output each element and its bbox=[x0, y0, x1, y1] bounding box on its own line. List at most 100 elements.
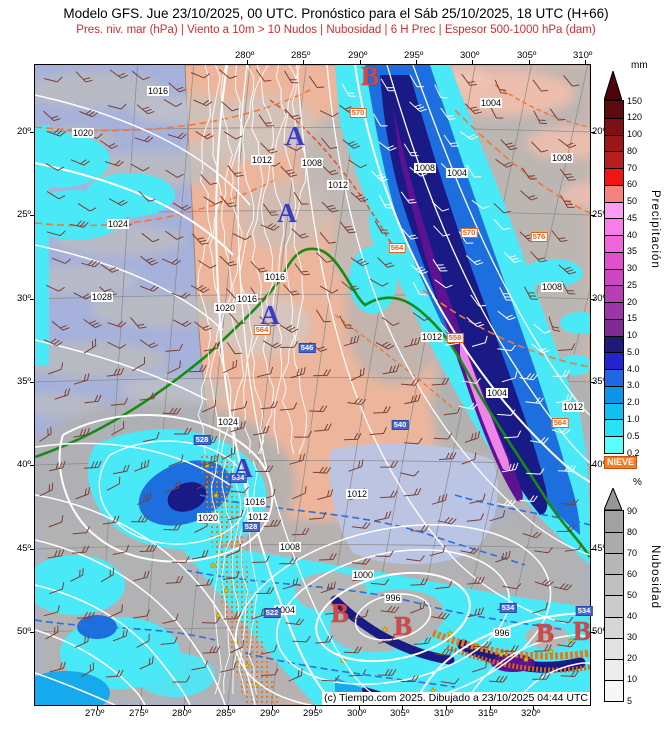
wind-barb bbox=[49, 661, 66, 673]
colorbar-segment bbox=[605, 637, 623, 659]
colorbar-tick-label: 80 bbox=[627, 526, 638, 537]
axis-tick-mark bbox=[591, 632, 595, 633]
wind-barb bbox=[556, 524, 575, 532]
colorbar-segment bbox=[605, 184, 623, 202]
precip-unit-label: mm bbox=[631, 60, 648, 71]
wind-barb bbox=[371, 170, 389, 182]
wind-barb bbox=[226, 543, 241, 557]
wind-barb bbox=[282, 578, 299, 590]
wind-barb bbox=[256, 366, 274, 378]
colorbar-segment bbox=[605, 658, 623, 680]
wind-barb bbox=[45, 625, 59, 640]
page-title: Modelo GFS. Jue 23/10/2025, 00 UTC. Pron… bbox=[63, 6, 609, 21]
axis-tick-label-left: 40º bbox=[16, 459, 31, 470]
axis-tick-mark bbox=[360, 60, 361, 64]
axis-tick-label-left: 35º bbox=[16, 376, 31, 387]
wind-barb bbox=[434, 84, 448, 99]
wind-barb bbox=[429, 545, 446, 557]
axis-tick-mark bbox=[30, 132, 34, 133]
wind-barb bbox=[39, 426, 52, 442]
wind-barb bbox=[258, 114, 274, 127]
wind-barb bbox=[437, 516, 457, 525]
colorbar-tick-label: 30 bbox=[627, 632, 638, 643]
wind-barb bbox=[165, 480, 181, 493]
wind-barb bbox=[315, 309, 331, 323]
wind-barb bbox=[81, 662, 94, 678]
axis-tick-mark bbox=[272, 706, 273, 710]
snow-symbol: * bbox=[201, 516, 207, 531]
axis-tick-mark bbox=[591, 382, 595, 383]
wind-barb bbox=[167, 132, 187, 140]
wind-barb bbox=[324, 606, 343, 615]
wind-barb bbox=[380, 78, 396, 92]
axis-tick-label-top: 280º bbox=[235, 50, 255, 61]
wind-barb bbox=[343, 335, 360, 347]
snow-symbol: * bbox=[523, 654, 529, 669]
wind-barb bbox=[163, 523, 182, 531]
wind-barb bbox=[51, 257, 71, 264]
wind-barb bbox=[230, 486, 249, 493]
wind-barb bbox=[255, 69, 272, 82]
clear-sea-patch bbox=[329, 442, 498, 565]
colorbar-tick-label: 10 bbox=[627, 330, 638, 341]
wind-barb bbox=[226, 341, 242, 355]
axis-tick-label-bottom: 320º bbox=[521, 708, 541, 719]
wind-barb bbox=[435, 580, 453, 590]
wind-barb bbox=[139, 339, 158, 349]
axis-tick-mark bbox=[30, 299, 34, 300]
cloud-arrow bbox=[604, 488, 622, 510]
wind-barb bbox=[223, 359, 238, 374]
wind-barb bbox=[165, 343, 183, 352]
terrain-contours-layer bbox=[197, 65, 308, 695]
wind-barb bbox=[321, 164, 339, 176]
wind-barb bbox=[380, 490, 398, 499]
wind-barb bbox=[131, 515, 150, 523]
wind-barb bbox=[172, 319, 192, 327]
wind-barb bbox=[431, 612, 450, 620]
wind-barb bbox=[107, 103, 127, 110]
colorbar-tick-label: 100 bbox=[627, 129, 643, 140]
wind-barb bbox=[106, 669, 124, 678]
wind-barb bbox=[49, 461, 66, 472]
axis-tick-mark bbox=[591, 549, 595, 550]
wind-barb bbox=[319, 285, 339, 294]
wind-barb bbox=[409, 74, 424, 88]
wind-barb bbox=[168, 82, 187, 93]
wind-barb bbox=[134, 135, 154, 143]
wind-barb bbox=[279, 557, 298, 565]
wind-barb bbox=[203, 453, 219, 466]
colorbar-tick-label: 10 bbox=[627, 674, 638, 685]
wind-barb bbox=[494, 79, 508, 95]
wind-barb bbox=[47, 549, 65, 559]
wind-barb bbox=[534, 644, 552, 652]
wind-barb bbox=[74, 634, 90, 648]
wind-barb bbox=[131, 70, 150, 81]
wind-barb bbox=[112, 464, 130, 475]
wind-barb bbox=[400, 379, 420, 386]
wind-barb bbox=[132, 609, 150, 619]
axis-tick-label-bottom: 315º bbox=[478, 708, 498, 719]
wind-barb bbox=[466, 513, 485, 522]
wind-barb bbox=[560, 194, 575, 208]
wind-barb bbox=[317, 489, 334, 500]
snow-symbol: * bbox=[244, 660, 250, 675]
wind-barb bbox=[308, 75, 325, 89]
axis-tick-mark bbox=[402, 706, 403, 710]
wind-barb bbox=[431, 377, 450, 386]
wind-barb bbox=[190, 284, 210, 293]
wind-barb bbox=[343, 646, 363, 654]
wind-barb bbox=[400, 470, 420, 477]
colorbar-segment bbox=[605, 595, 623, 617]
wind-barb bbox=[39, 482, 54, 497]
wind-barb bbox=[48, 515, 64, 528]
axis-tick-label-right: 25º bbox=[592, 209, 607, 220]
wind-barb bbox=[489, 510, 506, 522]
wind-barb bbox=[112, 544, 130, 556]
colorbar-segment bbox=[605, 201, 623, 219]
axis-tick-mark bbox=[184, 706, 185, 710]
colorbar-tick-label: 45 bbox=[627, 212, 638, 223]
wind-barb bbox=[143, 431, 160, 443]
wind-barb bbox=[350, 367, 365, 381]
wind-barb bbox=[534, 546, 553, 554]
